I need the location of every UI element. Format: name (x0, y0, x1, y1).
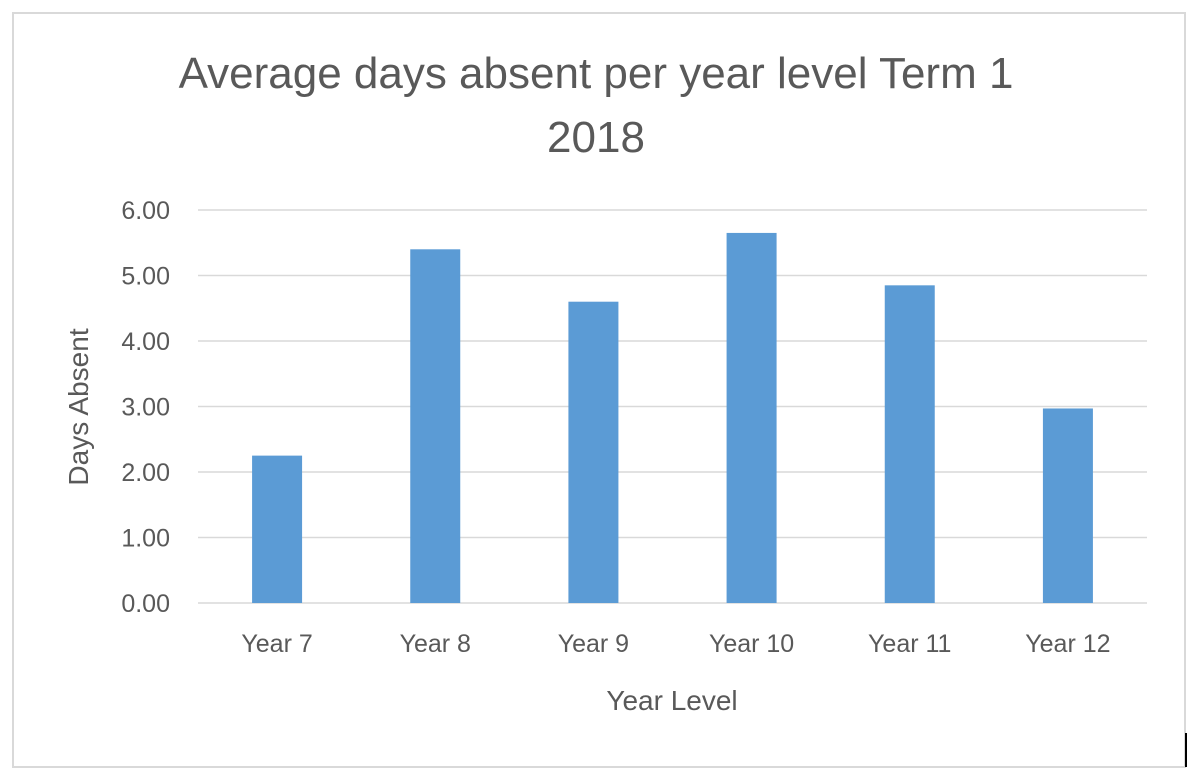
y-axis-title: Days Absent (63, 328, 94, 485)
chart-title-line-1: Average days absent per year level Term … (179, 49, 1014, 98)
bar-year-12 (1042, 408, 1093, 603)
y-tick-label: 2.00 (121, 459, 170, 487)
y-tick-label: 1.00 (121, 525, 170, 553)
text-cursor (1185, 733, 1187, 767)
y-tick-label: 6.00 (121, 197, 170, 225)
y-axis-ticks: 0.00 1.00 2.00 3.00 4.00 5.00 6.00 (121, 197, 170, 618)
x-axis-ticks: Year 7 Year 8 Year 9 Year 10 Year 11 Year 12 (241, 630, 1110, 658)
bar-year-7 (252, 455, 303, 603)
x-tick-label: Year 7 (241, 630, 312, 658)
bars (252, 232, 1093, 604)
y-tick-label: 5.00 (121, 263, 170, 291)
y-tick-label: 3.00 (121, 394, 170, 422)
bar-year-8 (410, 249, 461, 604)
x-tick-label: Year 9 (558, 630, 629, 658)
x-tick-label: Year 10 (709, 630, 794, 658)
y-tick-label: 0.00 (121, 590, 170, 618)
bar-year-11 (884, 285, 935, 603)
bar-year-9 (568, 301, 619, 603)
x-tick-label: Year 8 (400, 630, 471, 658)
x-tick-label: Year 12 (1025, 630, 1110, 658)
gridlines (198, 209, 1147, 604)
y-tick-label: 4.00 (121, 328, 170, 356)
x-axis-title: Year Level (606, 685, 737, 716)
bar-year-10 (726, 232, 777, 604)
chart-title-line-2: 2018 (547, 113, 645, 162)
x-tick-label: Year 11 (868, 630, 951, 658)
